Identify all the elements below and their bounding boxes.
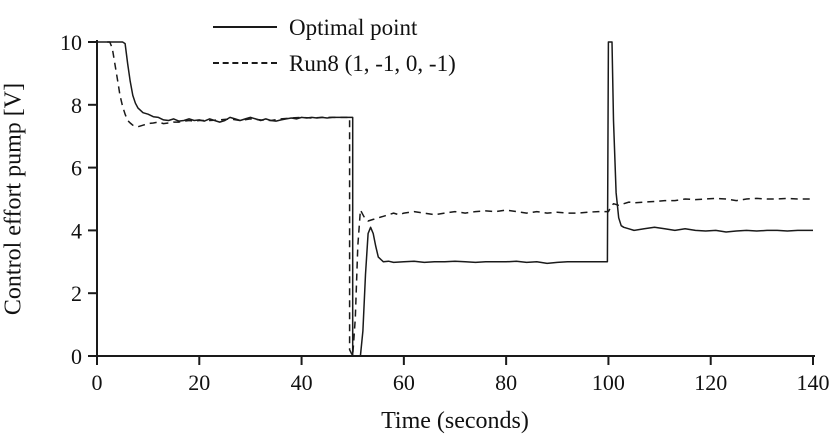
y-tick-label: 2 xyxy=(71,281,82,306)
x-axis-title: Time (seconds) xyxy=(381,408,529,434)
x-tick-label: 140 xyxy=(797,370,830,395)
y-tick-label: 6 xyxy=(71,156,82,181)
y-tick-label: 4 xyxy=(71,218,82,243)
x-tick-label: 0 xyxy=(92,370,103,395)
x-tick-label: 100 xyxy=(592,370,625,395)
y-tick-label: 0 xyxy=(71,344,82,369)
legend-line-dashed-icon xyxy=(213,62,277,64)
y-tick-label: 10 xyxy=(60,30,82,55)
legend-label-optimal-point: Optimal point xyxy=(289,14,418,40)
x-tick-label: 80 xyxy=(495,370,517,395)
series-line-optimal-point xyxy=(97,41,813,357)
x-tick-label: 60 xyxy=(393,370,415,395)
chart-legend: Optimal point Run8 (1, -1, 0, -1) xyxy=(213,12,456,78)
legend-entry-run8: Run8 (1, -1, 0, -1) xyxy=(213,48,456,78)
legend-label-run8: Run8 (1, -1, 0, -1) xyxy=(289,50,456,76)
x-tick-label: 40 xyxy=(291,370,313,395)
x-tick-label: 20 xyxy=(188,370,210,395)
legend-line-solid-icon xyxy=(213,26,277,28)
y-tick-label: 8 xyxy=(71,93,82,118)
y-axis-title-text: Control effort pump [V] xyxy=(0,82,27,316)
x-tick-label: 120 xyxy=(694,370,727,395)
series-line-run8-1-1-0-1 xyxy=(107,41,813,357)
legend-entry-optimal-point: Optimal point xyxy=(213,12,456,42)
